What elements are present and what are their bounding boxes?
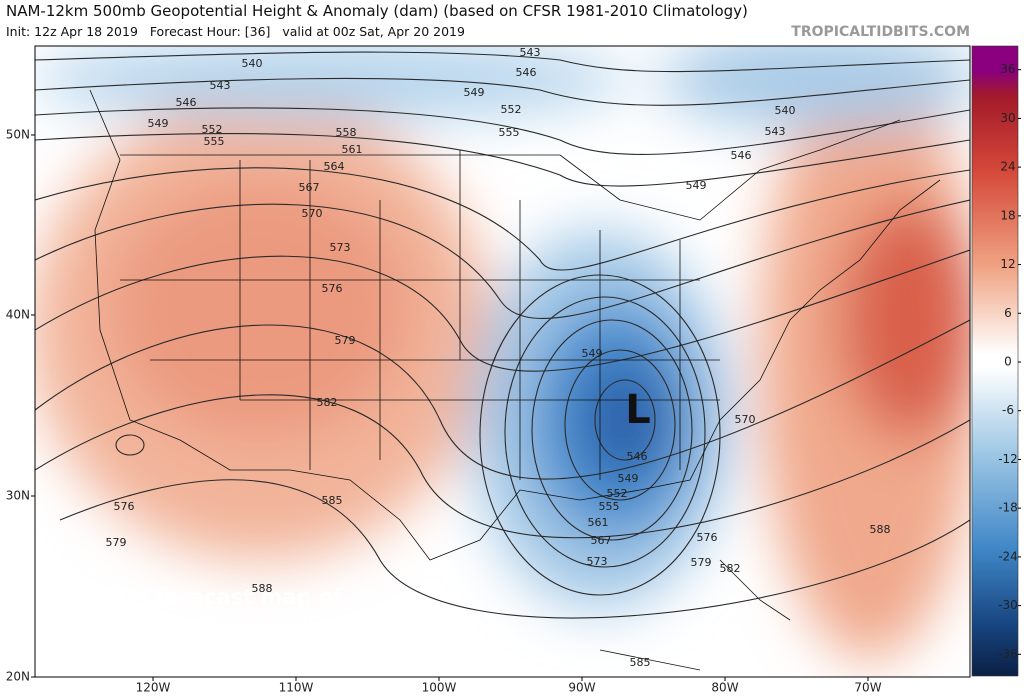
contour-label: 573 [587,555,608,568]
colorbar-label: -36 [998,647,1018,661]
contour-label: 549 [464,86,485,99]
contour-label: 588 [252,582,273,595]
contour-label: 576 [114,500,135,513]
contour-label: 555 [599,500,620,513]
colorbar-label: -24 [998,549,1018,563]
colorbar-label: 0 [1004,355,1012,369]
contour-label: 552 [501,103,522,116]
contour-label: 546 [627,450,648,463]
colorbar-label: 24 [1000,160,1015,174]
longitude-label: 100W [422,681,457,695]
longitude-label: 90W [568,681,595,695]
contour-label: 543 [765,125,786,138]
contour-label: 558 [336,126,357,139]
colorbar [971,45,1019,677]
contour-label: 570 [302,207,323,220]
colorbar-label: -12 [998,452,1018,466]
latitude-label: 30N [6,489,30,503]
annotation: 12Z NAM forecast map of 500 mb height an… [42,585,376,669]
contour-label: 585 [322,494,343,507]
latitude-label: 50N [6,128,30,142]
longitude-label: 110W [279,681,314,695]
colorbar-label: -6 [1002,403,1014,417]
map-frame [34,45,971,678]
contour-label: 546 [516,66,537,79]
colorbar-label: -30 [998,598,1018,612]
map [35,46,970,677]
contour-label: 579 [691,556,712,569]
colorbar-label: -18 [998,501,1018,515]
contour-label: 543 [210,79,231,92]
contour-label: 549 [582,347,603,360]
longitude-label: 80W [711,681,738,695]
contour-label: 582 [720,562,741,575]
anomaly-shading [35,46,970,660]
longitude-label: 70W [854,681,881,695]
contour-label: 561 [588,516,609,529]
contour-label: 549 [618,472,639,485]
latitude-label: 20N [6,670,30,684]
contour-label: 555 [204,135,225,148]
contour-label: 546 [176,96,197,109]
contour-label: 543 [520,46,541,59]
contour-label: 576 [697,531,718,544]
contour-label: 549 [686,179,707,192]
colorbar-label: 18 [1000,208,1015,222]
contour-label: 579 [335,334,356,347]
contour-label: 576 [322,282,343,295]
contour-label: 540 [775,104,796,117]
annotation-line: 500 mb height anomalies as [42,615,376,639]
contour-label: 585 [630,656,651,669]
contour-label: 561 [342,143,363,156]
contour-label: 579 [106,536,127,549]
contour-label: 552 [607,487,628,500]
contour-label: 546 [731,149,752,162]
contour-label: 567 [591,534,612,547]
contour-label: 564 [324,160,345,173]
annotation-line: 12Z NAM forecast map of [42,585,343,609]
contour-label: 582 [317,396,338,409]
contour-label: 555 [499,126,520,139]
contour-label: 540 [242,57,263,70]
subtitle: Init: 12z Apr 18 2019 Forecast Hour: [36… [6,24,465,39]
contour-label: 567 [299,181,320,194]
contour-label: 588 [870,523,891,536]
contour-label: 552 [202,123,223,136]
longitude-label: 120W [136,681,171,695]
title: NAM-12km 500mb Geopotential Height & Ano… [6,2,748,20]
colorbar-label: 12 [1000,257,1015,271]
colorbar-label: 30 [1000,111,1015,125]
boundaries [89,89,941,671]
contour-label: 570 [735,413,756,426]
low-marker: L [625,387,651,433]
contour-label: 549 [148,117,169,130]
contour-label: 573 [330,241,351,254]
credit: TROPICALTIDBITS.COM [791,24,970,40]
colorbar-label: 6 [1004,306,1012,320]
latitude-label: 40N [6,308,30,322]
annotation-line: of 8PM Friday evening [42,645,306,669]
colorbar-label: 36 [1000,62,1015,76]
